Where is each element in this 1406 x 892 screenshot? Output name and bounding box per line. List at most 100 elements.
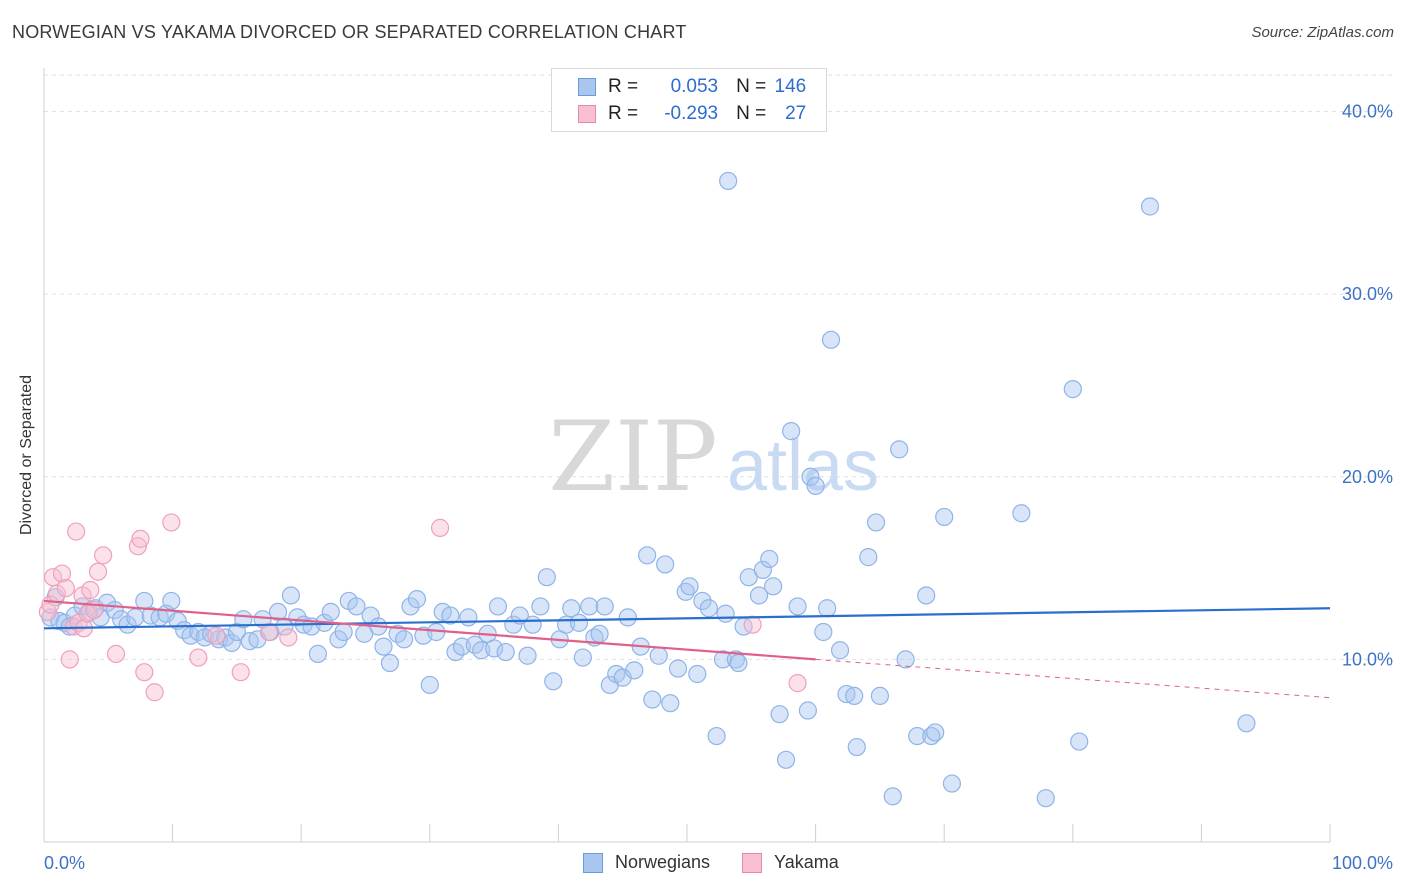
norwegians-point — [60, 617, 79, 636]
norwegians-point — [288, 608, 307, 627]
legend-n-value: 27 — [785, 103, 807, 124]
norwegians-point — [801, 467, 820, 486]
norwegians-point — [321, 602, 340, 622]
norwegians-point — [859, 548, 878, 567]
x-tick-label: 0.0% — [44, 853, 85, 873]
yakama-point — [162, 513, 181, 532]
legend-r-label: R = — [608, 76, 639, 97]
yakama-point — [60, 650, 79, 669]
legend-r-value: 0.053 — [670, 76, 719, 97]
norwegians-point — [580, 597, 599, 616]
norwegians-point — [625, 661, 644, 680]
yakama-point — [189, 648, 208, 667]
norwegians-point — [716, 604, 735, 623]
norwegians-point — [569, 613, 589, 632]
norwegians-point — [883, 787, 902, 806]
norwegians-point — [707, 726, 726, 746]
yakama-point — [67, 522, 86, 541]
norwegians-trend-line — [43, 607, 1331, 630]
norwegians-point — [847, 737, 866, 757]
norwegians-point — [821, 330, 841, 349]
norwegians-point — [713, 650, 733, 669]
watermark-zip: ZIP — [548, 401, 717, 513]
norwegians-swatch — [578, 78, 596, 96]
norwegians-point — [782, 422, 801, 441]
yakama-point — [56, 579, 75, 598]
norwegians-point — [407, 590, 427, 609]
legend-n-label: N = — [736, 76, 767, 97]
norwegians-point — [162, 591, 181, 611]
norwegians-point — [1036, 789, 1055, 808]
norwegians-point — [1070, 732, 1089, 751]
norwegians-point — [693, 591, 712, 611]
yakama-point — [788, 674, 807, 693]
yakama-point — [430, 518, 450, 537]
norwegians-point — [806, 476, 825, 495]
series-legend: Norwegians Yakama — [583, 852, 871, 873]
yakama-point — [128, 537, 147, 556]
y-tick-label: 20.0% — [1342, 467, 1393, 487]
norwegians-point — [420, 675, 439, 695]
norwegians-point — [1140, 197, 1160, 216]
norwegians-point — [537, 568, 556, 587]
norwegians-point — [668, 659, 688, 678]
norwegians-point — [1237, 714, 1256, 733]
norwegians-point — [749, 586, 769, 605]
watermark: ZIP atlas — [548, 401, 879, 513]
norwegians-point — [890, 440, 909, 459]
norwegians-point — [222, 633, 241, 653]
norwegians-point — [845, 686, 864, 706]
norwegians-point — [441, 606, 460, 625]
watermark-atlas: atlas — [727, 426, 879, 506]
norwegians-point — [374, 637, 393, 656]
norwegians-point — [788, 597, 807, 616]
norwegians-point — [818, 599, 837, 618]
legend-item-norwegians: Norwegians — [583, 852, 710, 873]
y-tick-label: 10.0% — [1342, 649, 1393, 669]
norwegians-point — [770, 705, 789, 724]
yakama-trend-extension — [815, 658, 1331, 699]
norwegians-point — [595, 597, 614, 616]
source-label: Source: ZipAtlas.com — [1251, 24, 1394, 41]
norwegians-point — [688, 664, 707, 684]
yakama-point — [145, 683, 164, 702]
yakama-point — [279, 628, 298, 647]
norwegians-point — [118, 615, 137, 634]
legend-row-yakama: R = -0.293 N = 27 — [578, 102, 806, 126]
norwegians-point — [380, 653, 400, 673]
norwegians-point — [866, 513, 886, 532]
norwegians-point — [618, 608, 637, 627]
yakama-point — [52, 564, 72, 583]
norwegians-point — [830, 641, 850, 660]
norwegians-point — [814, 622, 833, 642]
norwegians-point — [544, 672, 563, 691]
norwegians-point — [485, 639, 504, 658]
yakama-point — [135, 663, 154, 682]
yakama-point — [106, 644, 126, 664]
norwegians-point — [308, 644, 328, 664]
norwegians-point — [656, 555, 675, 574]
tick-labels: 10.0% 20.0% 30.0% 40.0% 0.0% 100.0% — [44, 102, 1393, 873]
legend-n-label: N = — [736, 103, 767, 124]
norwegians-point — [643, 690, 662, 709]
norwegians-point — [518, 646, 537, 665]
norwegians-point — [896, 650, 915, 669]
norwegians-point — [573, 648, 592, 667]
yakama-legend-swatch — [742, 852, 763, 873]
norwegians-point — [760, 549, 779, 569]
norwegians-point — [649, 646, 668, 665]
yakama-point — [81, 580, 100, 600]
norwegians-point — [764, 577, 783, 596]
y-tick-label: 30.0% — [1342, 284, 1393, 304]
norwegians-point — [590, 624, 609, 643]
legend-item-yakama: Yakama — [742, 852, 839, 873]
gridlines — [44, 74, 1393, 660]
axes — [43, 68, 1331, 843]
norwegians-point — [562, 599, 581, 618]
norwegians-point — [917, 586, 936, 605]
norwegians-point — [334, 622, 353, 642]
norwegians-point — [459, 608, 478, 627]
norwegians-point — [141, 606, 160, 625]
norwegians-point — [776, 750, 796, 769]
